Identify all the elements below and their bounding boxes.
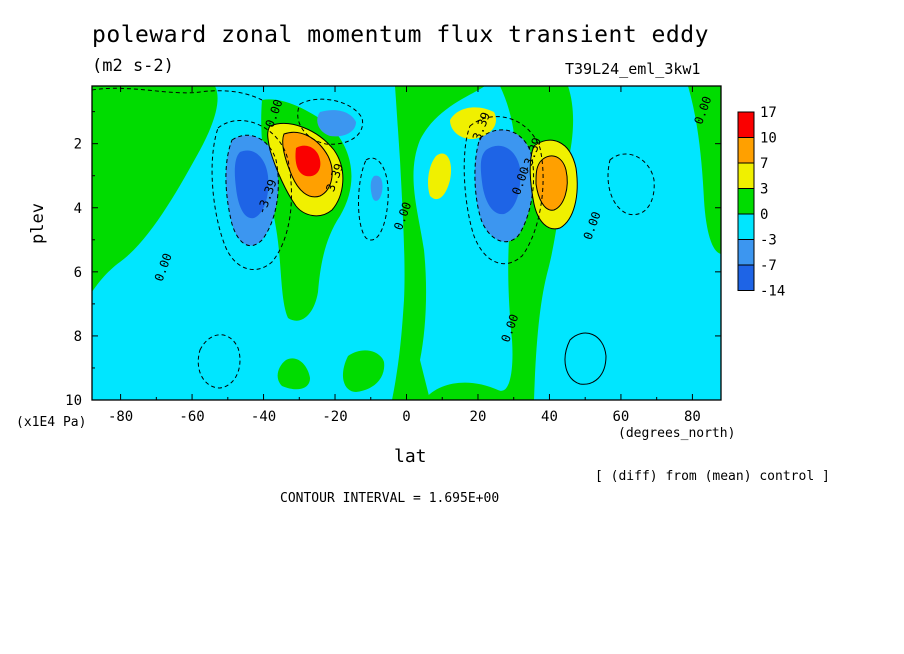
contour-line [564,332,607,385]
run-id: T39L24_eml_3kw1 [565,60,701,78]
colorbar-box [737,239,755,266]
contour-line [197,334,241,389]
chart-title: poleward zonal momentum flux transient e… [92,22,709,48]
contour-line [358,157,389,241]
x-tick-label: -20 [322,409,347,425]
x-tick-label: 80 [684,409,701,425]
x-tick-label: -80 [108,409,133,425]
colorbar-label: -3 [760,233,777,249]
x-tick-label: 40 [541,409,558,425]
y-tick-label: 6 [74,265,82,281]
colorbar-label: -14 [760,284,785,300]
region-negative-sh-small [370,175,383,201]
colorbar-box [737,264,755,291]
x-tick-label: 60 [613,409,630,425]
region-yellow-nh-stem [428,153,452,200]
contour-line [282,131,333,198]
colorbar-label: 7 [760,156,768,172]
y-tick-label: 4 [74,201,82,217]
region-positive-south-blob [277,358,310,390]
x-tick-label: 20 [470,409,487,425]
y-axis-unit: (x1E4 Pa) [16,415,87,430]
y-tick-label: 8 [74,329,82,345]
region-positive-south-blob2 [342,350,385,392]
contour-line [297,98,364,145]
y-tick-label: 2 [74,137,82,153]
diff-note: [ (diff) from (mean) control ] [595,469,830,484]
contour-line [267,122,344,217]
region-negative-sh-upper [317,110,356,137]
region-negative-nh-core [480,145,521,215]
chart-units: (m2 s-2) [92,56,174,76]
region-positive-center [392,86,485,400]
colorbar-box [737,137,755,164]
contour-interval: CONTOUR INTERVAL = 1.695E+00 [280,491,500,506]
contour-line [474,129,535,243]
colorbar-label: 0 [760,207,768,223]
contour-line [225,134,279,246]
colorbar-box [737,213,755,240]
x-tick-label: 0 [402,409,410,425]
colorbar-label: 3 [760,182,768,198]
contour-line [529,139,578,230]
contour-line [535,155,568,211]
x-axis-ticks: -80 -60 -40 -20 0 20 40 60 80 [108,86,701,425]
x-axis-unit: (degrees_north) [618,426,736,441]
contour-line [92,87,263,101]
x-tick-label: -40 [251,409,276,425]
colorbar-box [737,162,755,189]
region-positive-east [688,86,721,254]
x-tick-label: -60 [179,409,204,425]
colorbar-box [737,111,755,138]
contour-lines [92,87,655,389]
colorbar-box [737,188,755,215]
region-yellow-nh-upper [450,107,497,140]
contour-line [607,153,655,216]
colorbar-label: 10 [760,131,777,147]
region-negative-sh-core [234,150,269,219]
region-positive-west [92,86,218,292]
colorbar-label: -7 [760,258,777,274]
contour-line [211,120,292,270]
contour-line [463,116,544,265]
y-axis-ticks: 2 4 6 8 10 [65,111,721,409]
region-orange-nh [536,155,568,211]
colorbar-label: 17 [760,105,777,121]
region-red-sh [295,145,321,177]
x-axis-label: lat [394,446,427,467]
colorbar: 17 10 7 3 0 -3 -7 -14 [737,105,785,300]
contour-fill [92,86,721,400]
y-tick-label: 10 [65,393,82,409]
